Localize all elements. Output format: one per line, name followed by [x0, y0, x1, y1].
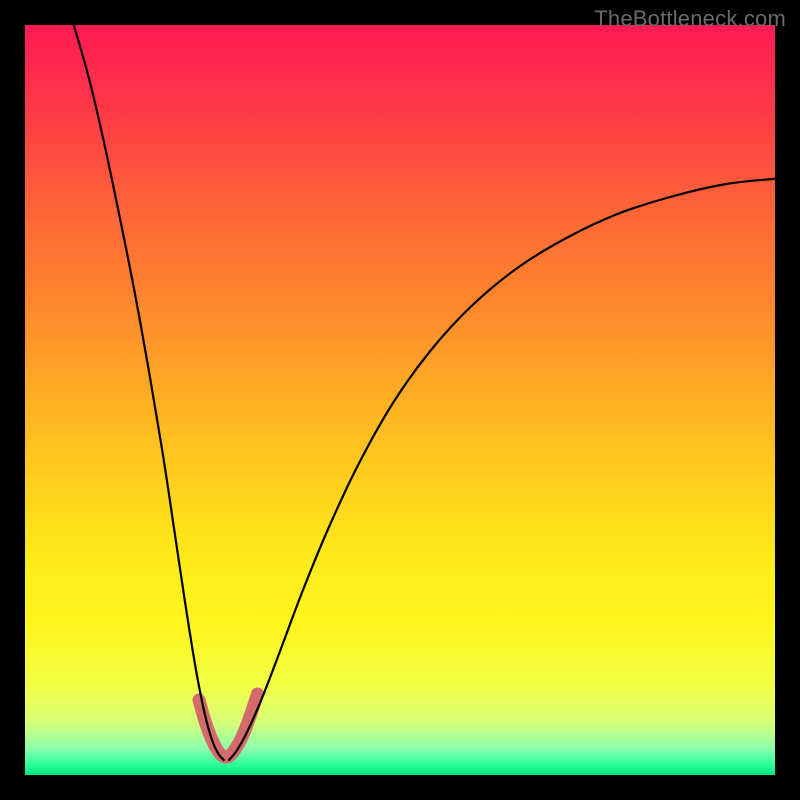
gradient-background — [25, 25, 775, 775]
chart-svg — [25, 25, 775, 775]
plot-area — [25, 25, 775, 775]
watermark-text: TheBottleneck.com — [594, 6, 786, 32]
